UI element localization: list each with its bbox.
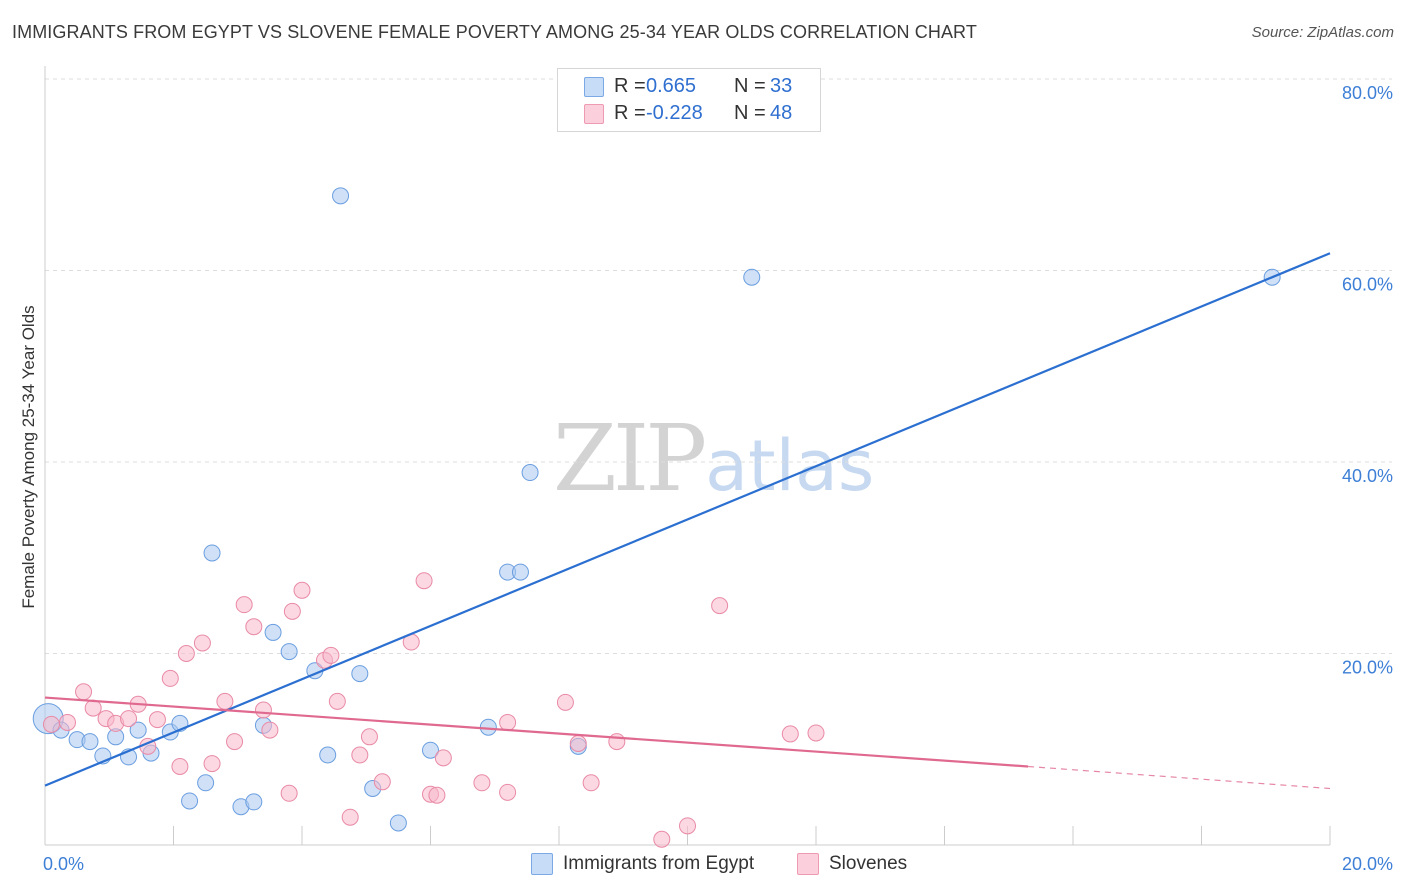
legend-n-label: N =	[734, 75, 766, 97]
slovene-point	[434, 749, 452, 767]
slovene-point	[473, 774, 491, 792]
watermark-zip: ZIP	[553, 405, 707, 512]
bottom-legend-swatch-slovenes	[797, 853, 819, 875]
slovene-point	[261, 721, 279, 739]
egypt-point	[203, 544, 221, 562]
slovene-point	[84, 699, 102, 717]
slovene-point	[711, 597, 729, 615]
x-tick-label: 0.0%	[43, 854, 84, 874]
y-tick-label: 20.0%	[1342, 658, 1393, 678]
egypt-point	[389, 814, 407, 832]
watermark: ZIPatlas	[553, 405, 874, 512]
y-axis-label: Female Poverty Among 25-34 Year Olds	[19, 305, 38, 608]
source-value[interactable]: ZipAtlas.com	[1307, 24, 1394, 41]
slovene-point	[341, 808, 359, 826]
source-label: Source:	[1251, 24, 1304, 41]
y-tick-label: 40.0%	[1342, 466, 1393, 486]
egypt-trend-line	[44, 252, 1331, 787]
slovene-point	[283, 602, 301, 620]
slovene-point	[171, 757, 189, 775]
bottom-legend-swatch-egypt	[531, 853, 553, 875]
slovene-point	[245, 618, 263, 636]
slovene-point	[75, 683, 93, 701]
slovene-point	[499, 713, 517, 731]
slovene-point	[499, 783, 517, 801]
slovene-point	[226, 733, 244, 751]
bottom-legend-label-slovenes: Slovenes	[829, 853, 908, 874]
slovene-point	[254, 701, 272, 719]
egypt-point	[743, 268, 761, 286]
egypt-point	[264, 623, 282, 641]
slovene-point	[807, 724, 825, 742]
egypt-point	[511, 563, 529, 581]
slovene-point	[161, 669, 179, 687]
axes	[44, 66, 1331, 846]
slovene-point	[556, 693, 574, 711]
slovene-point	[373, 773, 391, 791]
correlation-legend: R = 0.665 N = 33 R = -0.228 N = 48	[557, 68, 821, 132]
slovene-point	[781, 725, 799, 743]
slovene-point	[351, 746, 369, 764]
egypt-point	[81, 733, 99, 751]
slovene-point	[428, 786, 446, 804]
slovene-point	[203, 755, 221, 773]
slovene-trend-line	[44, 696, 1029, 768]
slovene-point	[216, 692, 234, 710]
watermark-atlas: atlas	[705, 425, 875, 507]
egypt-point	[197, 774, 215, 792]
egypt-point	[129, 721, 147, 739]
egypt-point	[280, 643, 298, 661]
slovene-point	[582, 774, 600, 792]
legend-r-label: R =	[614, 102, 646, 124]
y-tick-label: 60.0%	[1342, 275, 1393, 295]
egypt-point	[245, 793, 263, 811]
legend-swatch-slovenes	[584, 104, 604, 124]
slovene-point	[177, 645, 195, 662]
egypt-point	[181, 792, 199, 810]
slovene-point	[120, 710, 138, 728]
chart-title: IMMIGRANTS FROM EGYPT VS SLOVENE FEMALE …	[12, 22, 977, 42]
slovene-point	[235, 596, 253, 614]
gridlines	[45, 78, 1392, 654]
slovene-point	[42, 715, 60, 733]
slovene-point	[569, 735, 587, 753]
y-tick-label: 80.0%	[1342, 83, 1393, 103]
slovene-point	[58, 713, 76, 731]
slovene-point	[415, 572, 433, 590]
legend-n-value: 48	[770, 102, 793, 124]
bottom-legend-label-egypt: Immigrants from Egypt	[563, 853, 755, 874]
legend-n-value: 33	[770, 75, 793, 97]
egypt-point	[319, 746, 337, 764]
slovene-point	[360, 728, 378, 746]
trend-lines	[44, 252, 1331, 790]
slovene-point	[148, 711, 166, 729]
legend-swatch-egypt	[584, 77, 604, 97]
egypt-point	[422, 741, 439, 759]
tick-labels: 20.0% 40.0% 60.0% 80.0% 0.0% 20.0%	[43, 83, 1393, 874]
egypt-point	[351, 665, 369, 683]
data-points	[32, 187, 1281, 848]
slovene-point	[653, 830, 671, 848]
slovene-point	[328, 692, 346, 710]
slovene-point	[322, 646, 340, 664]
slovene-point	[293, 581, 311, 599]
slovene-point	[280, 784, 298, 802]
legend-r-value: -0.228	[646, 102, 703, 124]
egypt-point	[332, 187, 350, 205]
egypt-point	[521, 464, 539, 482]
legend-n-label: N =	[734, 102, 766, 124]
legend-r-value: 0.665	[646, 75, 697, 97]
slovene-point	[608, 733, 626, 751]
source-credit: Source: ZipAtlas.com	[1252, 24, 1394, 41]
x-tick-label: 20.0%	[1342, 854, 1393, 874]
legend-r-label: R =	[614, 75, 646, 97]
slovene-point	[679, 817, 696, 835]
slovene-point	[193, 634, 211, 652]
slovene-trend-extension	[1027, 765, 1331, 790]
